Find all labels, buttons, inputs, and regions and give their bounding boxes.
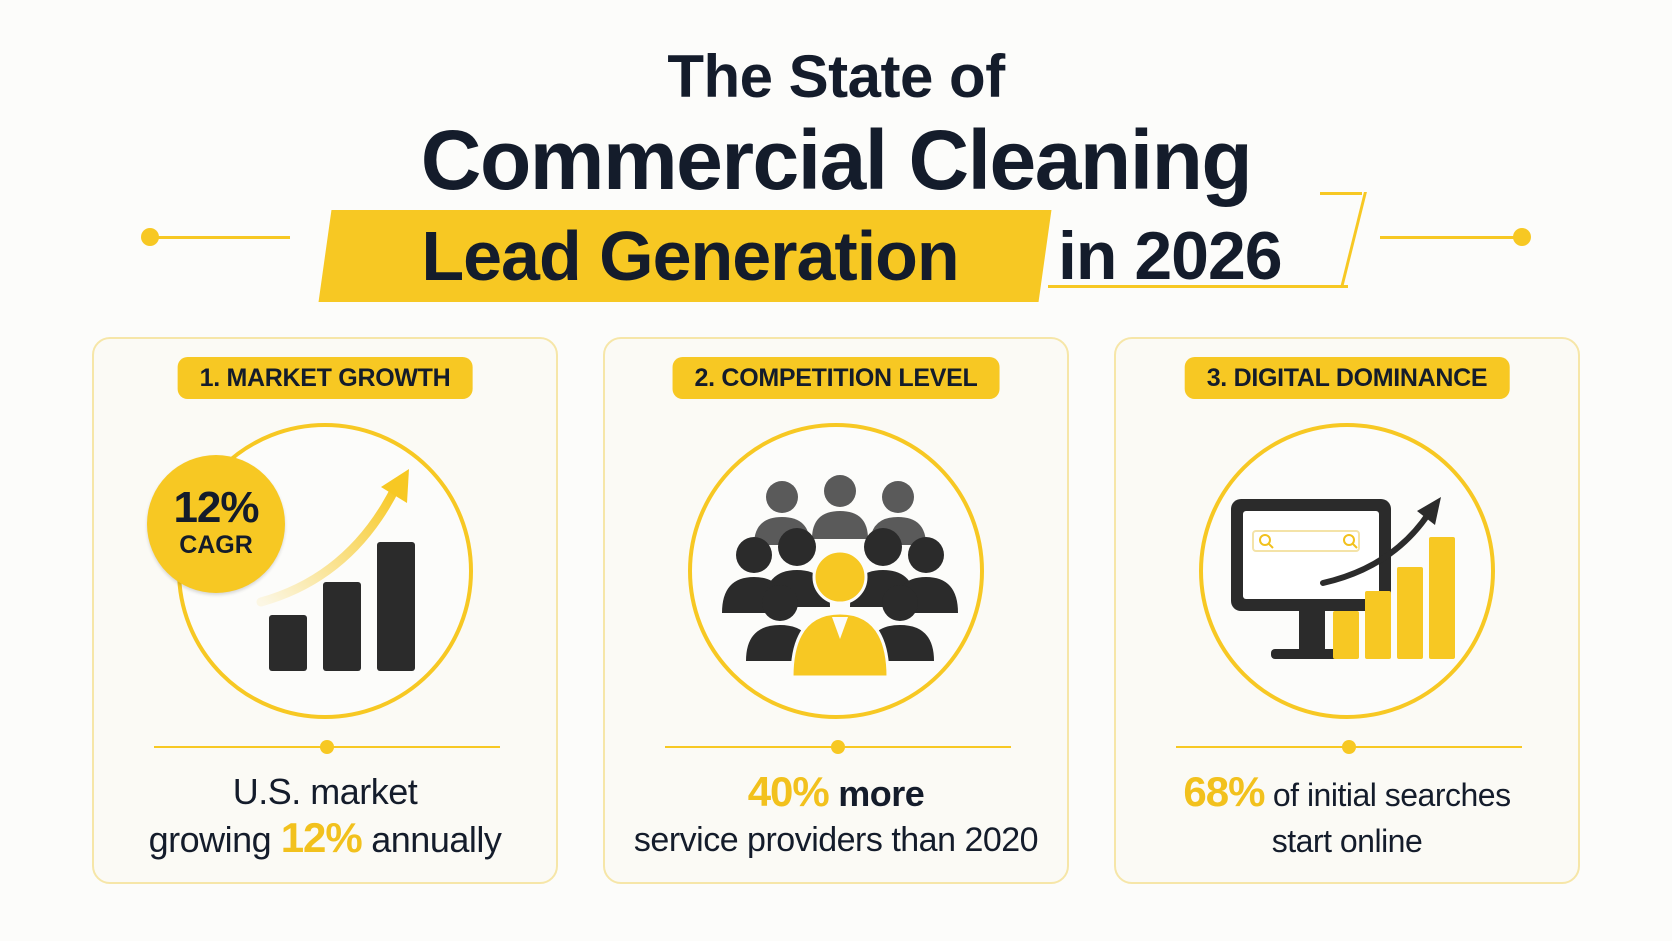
decor-dot-right (1513, 228, 1531, 246)
card-description: U.S. market growing 12% annually (94, 769, 556, 863)
card-market-growth: 1. MARKET GROWTH 12% CAGR U.S. market gr… (92, 337, 558, 884)
card-digital-dominance: 3. DIGITAL DOMINANCE 68% of initial sear… (1114, 337, 1580, 884)
title-highlight: Lead Generation (421, 217, 959, 295)
cagr-badge: 12% CAGR (147, 455, 285, 593)
title-line-2: Commercial Cleaning (420, 113, 1253, 207)
cagr-label: CAGR (179, 531, 253, 559)
title-line-3: Lead Generation in 2026 (0, 198, 1672, 306)
card-description: 40% more service providers than 2020 (605, 769, 1067, 863)
title-frame-underline (1048, 285, 1348, 288)
decor-line-left (150, 236, 290, 239)
divider-dot (831, 740, 845, 754)
desc-text: of initial searches (1264, 777, 1511, 813)
desc-line-1: U.S. market (232, 771, 418, 812)
decor-dot-left (141, 228, 159, 246)
illustration-circle (1199, 423, 1495, 719)
divider-dot (1342, 740, 1356, 754)
desc-highlight: 68% (1183, 768, 1265, 815)
card-label: 1. MARKET GROWTH (177, 357, 473, 399)
desc-bold: more (828, 773, 925, 814)
illustration-circle (688, 423, 984, 719)
title-frame-top (1320, 192, 1362, 195)
desc-line-2: service providers than 2020 (633, 821, 1039, 859)
desc-line-2: start online (1271, 823, 1423, 859)
card-competition-level: 2. COMPETITION LEVEL (603, 337, 1069, 884)
desc-highlight: 12% (280, 814, 363, 861)
monitor-search-chart-icon (1231, 497, 1455, 659)
divider-dot (320, 740, 334, 754)
title-year: in 2026 (1058, 218, 1283, 294)
card-label: 3. DIGITAL DOMINANCE (1184, 357, 1510, 399)
card-label: 2. COMPETITION LEVEL (672, 357, 1000, 399)
card-description: 68% of initial searches start online (1116, 769, 1578, 864)
cagr-value: 12% (173, 483, 259, 532)
decor-line-right (1380, 236, 1520, 239)
crowd-people-icon (722, 475, 958, 679)
header: The State of Commercial Cleaning Lead Ge… (0, 0, 1672, 320)
desc-line-2: growing 12% annually (94, 815, 556, 863)
desc-line-1: 40% more (605, 769, 1067, 817)
title-line-1: The State of (667, 43, 1005, 110)
desc-line-1: 68% of initial searches (1116, 769, 1578, 818)
desc-text: growing (148, 819, 281, 860)
desc-highlight: 40% (747, 768, 830, 815)
bar-chart-growth-icon (256, 469, 415, 671)
illustration-circle: 12% CAGR (147, 423, 473, 719)
desc-text: annually (361, 819, 502, 860)
